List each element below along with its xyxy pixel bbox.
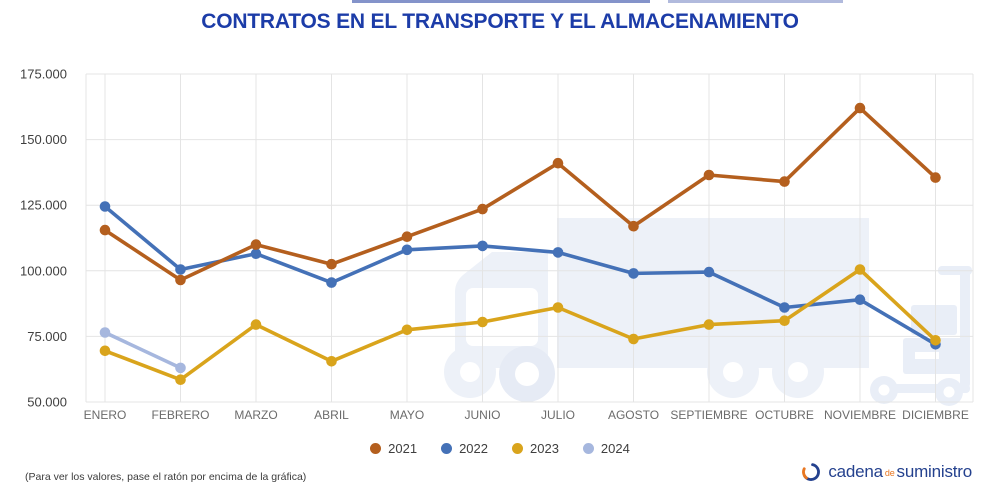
data-point-2023[interactable] [552,302,564,313]
line-chart[interactable]: 50.000 75.000 100.000 125.000 150.000 175.000… [0,0,1000,432]
data-point-2023[interactable] [477,316,488,328]
data-point-2021[interactable] [99,224,111,236]
svg-text:AGOSTO: AGOSTO [608,408,659,422]
data-point-2021[interactable] [703,169,715,181]
brand-word-de: de [884,468,895,478]
data-point-2023[interactable] [250,319,262,330]
svg-text:150.000: 150.000 [20,132,67,147]
svg-text:75.000: 75.000 [27,329,67,344]
data-point-2023[interactable] [175,374,186,386]
data-point-2023[interactable] [628,333,639,345]
legend-dot-2023 [512,443,523,454]
svg-text:125.000: 125.000 [20,198,67,213]
data-point-2022[interactable] [326,277,337,288]
cut-off-text-artifact [352,0,650,3]
data-point-2021[interactable] [779,176,790,187]
cut-off-text-artifact [668,0,843,3]
chart-title: CONTRATOS EN EL TRANSPORTE Y EL ALMACENA… [201,10,799,33]
svg-text:175.000: 175.000 [20,67,67,82]
svg-text:MAYO: MAYO [390,408,424,422]
data-point-2022[interactable] [628,268,639,279]
data-point-2023[interactable] [401,324,413,336]
data-point-2024[interactable] [99,327,111,338]
data-point-2023[interactable] [326,356,337,367]
data-point-2022[interactable] [703,266,715,278]
data-point-2021[interactable] [477,203,488,215]
chart-axis-labels: 50.000 75.000 100.000 125.000 150.000 175.000… [20,67,969,423]
data-point-2021[interactable] [930,172,941,183]
data-point-2024[interactable] [175,362,186,374]
data-point-2023[interactable] [930,335,941,346]
brand-name: cadena de suministro [828,462,972,482]
data-point-2021[interactable] [175,274,186,286]
data-point-2023[interactable] [854,264,866,275]
data-point-2023[interactable] [99,345,111,357]
data-point-2021[interactable] [326,258,337,270]
svg-text:100.000: 100.000 [20,263,67,278]
svg-text:FEBRERO: FEBRERO [151,408,209,422]
legend-label-2023: 2023 [530,441,559,456]
legend-label-2024: 2024 [600,441,630,456]
data-point-2021[interactable] [401,231,413,242]
data-point-2021[interactable] [250,239,262,250]
legend-item-2022: 2022 [441,441,488,456]
data-point-2023[interactable] [703,319,715,330]
data-point-2022[interactable] [175,264,186,275]
data-point-2021[interactable] [628,220,639,232]
svg-text:MARZO: MARZO [234,408,277,422]
chart-legend: 2021 2022 2023 2024 [0,441,1000,456]
data-point-2022[interactable] [401,244,413,256]
data-point-2023[interactable] [779,315,790,327]
data-point-2022[interactable] [854,294,866,306]
svg-text:ABRIL: ABRIL [314,408,349,422]
data-point-2022[interactable] [552,247,564,258]
legend-label-2021: 2021 [388,441,418,456]
legend-dot-2021 [370,443,382,454]
brand-logo[interactable]: cadena de suministro [800,461,972,483]
data-point-2022[interactable] [250,248,262,259]
legend-label-2022: 2022 [459,441,488,456]
data-point-2021[interactable] [854,102,866,114]
svg-text:OCTUBRE: OCTUBRE [755,408,814,422]
svg-text:NOVIEMBRE: NOVIEMBRE [824,408,896,422]
svg-text:ENERO: ENERO [84,408,127,422]
chart-series [99,102,941,386]
data-point-2022[interactable] [477,240,488,252]
legend-item-2024: 2024 [582,441,630,456]
legend-item-2021: 2021 [370,441,417,456]
data-point-2021[interactable] [552,157,564,169]
brand-word-cadena: cadena [828,462,883,481]
legend-dot-2024 [582,443,594,454]
brand-word-suministro: suministro [896,462,973,481]
data-point-2022[interactable] [779,302,790,313]
brand-logo-icon [802,463,821,481]
svg-text:JULIO: JULIO [541,408,575,422]
svg-text:JUNIO: JUNIO [465,408,501,422]
legend-item-2023: 2023 [512,441,559,456]
data-point-2022[interactable] [99,201,111,212]
svg-text:DICIEMBRE: DICIEMBRE [902,408,969,422]
truck-watermark-icon [444,218,869,402]
svg-text:50.000: 50.000 [27,395,67,410]
svg-text:SEPTIEMBRE: SEPTIEMBRE [670,408,747,422]
hover-hint: (Para ver los valores, pase el ratón por… [25,471,307,483]
legend-dot-2022 [441,443,453,454]
